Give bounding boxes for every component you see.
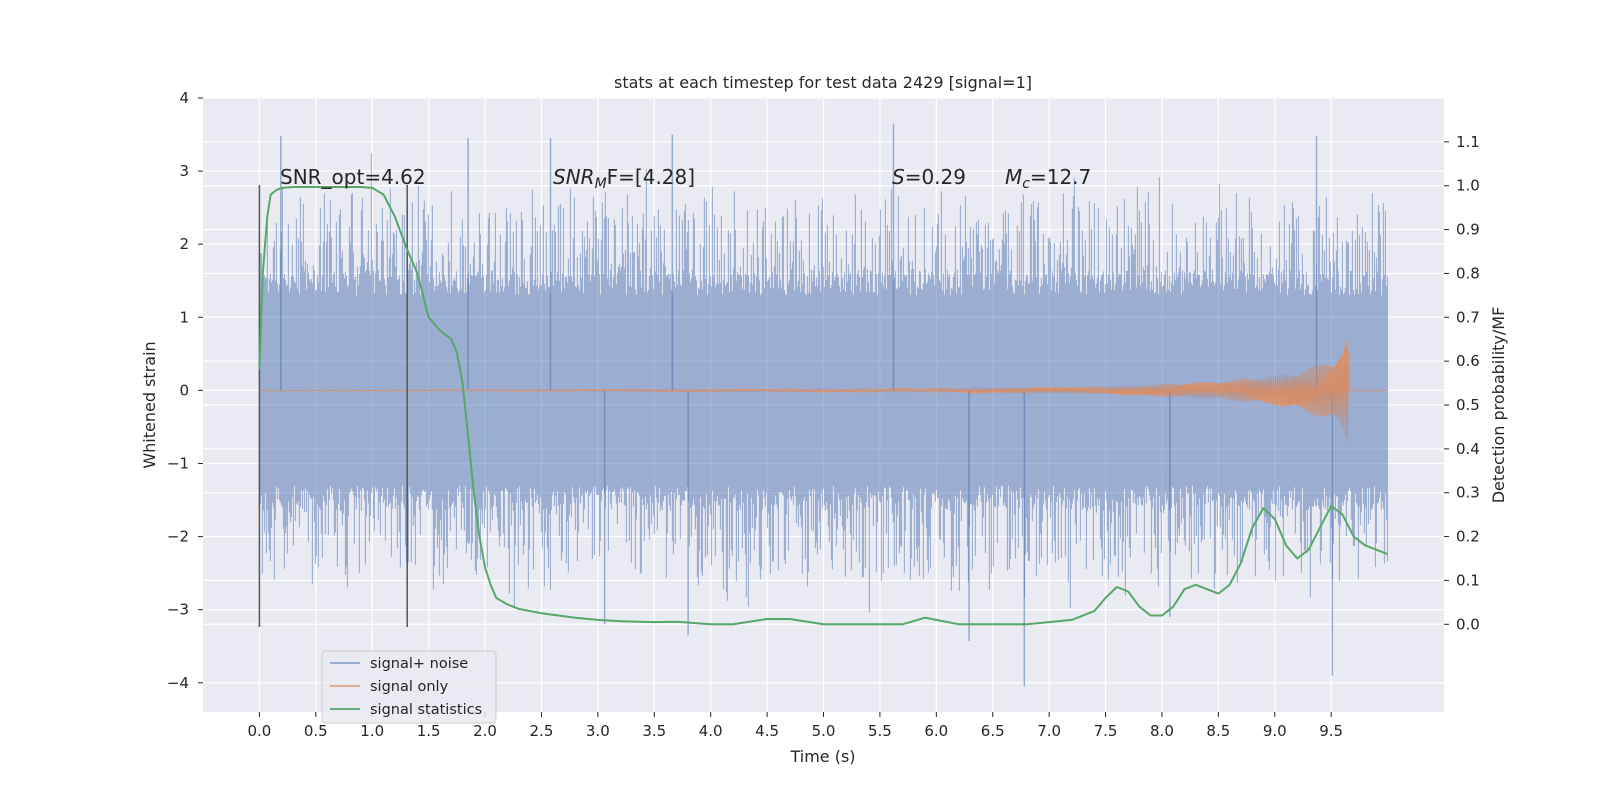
y2-axis-title: Detection probability/MF xyxy=(1489,307,1508,504)
x-tick-label: 0.5 xyxy=(304,722,328,740)
annotation-snr-mf: SNRMF=[4.28] xyxy=(553,165,695,192)
x-axis-ticks: 0.0 0.5 1.0 1.5 2.0 2.5 3.0 3.5 4.0 4.5 5.0 5.5 6.0 6… xyxy=(247,712,1343,740)
x-tick-label: 5.0 xyxy=(812,722,836,740)
annotation-mc-value: =12.7 xyxy=(1030,165,1091,189)
x-tick-label: 7.5 xyxy=(1094,722,1118,740)
series-signal-statistics xyxy=(258,186,1388,626)
x-tick-label: 1.5 xyxy=(417,722,441,740)
y-axis-ticks: 4 3 2 1 0 −1 −2 −3 −4 xyxy=(167,89,203,692)
y2-axis-ticks: 1.1 1.0 0.9 0.8 0.7 0.6 0.5 0.4 0.3 0.2 0.1 0.0 xyxy=(1444,133,1480,633)
vertical-markers xyxy=(258,185,408,627)
y2-tick-label: 0.8 xyxy=(1456,264,1480,282)
y-tick-label: 0 xyxy=(179,381,189,399)
y2-tick-label: 0.9 xyxy=(1456,221,1480,239)
y2-tick-label: 0.0 xyxy=(1456,615,1480,633)
x-tick-label: 4.0 xyxy=(699,722,723,740)
annotation-snr-mf-value: F=[4.28] xyxy=(607,165,695,189)
annotation-s-symbol: S xyxy=(892,165,905,189)
y-tick-label: −4 xyxy=(167,674,189,692)
stats-line xyxy=(258,186,1388,626)
x-tick-label: 3.5 xyxy=(642,722,666,740)
series-signal-only xyxy=(259,341,1388,443)
legend-label-stats: signal statistics xyxy=(370,702,482,718)
legend: signal+ noise signal only signal statist… xyxy=(321,650,497,724)
y-tick-label: −2 xyxy=(167,528,189,546)
y2-tick-label: 1.0 xyxy=(1456,177,1480,195)
y-axis-title: Whitened strain xyxy=(140,341,159,468)
y-tick-label: −3 xyxy=(167,601,189,619)
legend-label-signal: signal only xyxy=(370,679,449,695)
y-tick-label: 3 xyxy=(179,162,189,180)
y2-tick-label: 0.6 xyxy=(1456,352,1480,370)
legend-label-noise: signal+ noise xyxy=(370,656,468,672)
y2-tick-label: 0.4 xyxy=(1456,440,1480,458)
x-tick-label: 9.0 xyxy=(1263,722,1287,740)
x-tick-label: 8.5 xyxy=(1206,722,1230,740)
x-tick-label: 9.5 xyxy=(1319,722,1343,740)
x-tick-label: 3.0 xyxy=(586,722,610,740)
y2-tick-label: 0.2 xyxy=(1456,528,1480,546)
annotation-s: S=0.29 xyxy=(892,165,966,189)
annotation-s-value: =0.29 xyxy=(905,165,966,189)
y2-tick-label: 0.7 xyxy=(1456,308,1480,326)
chart-title: stats at each timestep for test data 242… xyxy=(614,73,1032,92)
y-tick-label: −1 xyxy=(167,454,189,472)
y-tick-label: 2 xyxy=(179,235,189,253)
annotation-mc-subscript: c xyxy=(1022,176,1030,192)
signal-trace xyxy=(259,341,1388,443)
x-tick-label: 1.0 xyxy=(360,722,384,740)
y-tick-label: 1 xyxy=(179,308,189,326)
legend-box xyxy=(321,650,497,724)
x-tick-label: 2.5 xyxy=(530,722,554,740)
x-tick-label: 7.0 xyxy=(1037,722,1061,740)
y2-tick-label: 0.3 xyxy=(1456,484,1480,502)
y-tick-label: 4 xyxy=(179,89,189,107)
x-tick-label: 2.0 xyxy=(473,722,497,740)
x-tick-label: 5.5 xyxy=(868,722,892,740)
x-tick-label: 4.5 xyxy=(755,722,779,740)
x-tick-label: 8.0 xyxy=(1150,722,1174,740)
annotation-snr-opt: SNR_opt=4.62 xyxy=(280,165,426,189)
y2-tick-label: 1.1 xyxy=(1456,133,1480,151)
x-tick-label: 6.0 xyxy=(924,722,948,740)
annotation-snr-mf-subscript: M xyxy=(595,176,607,192)
annotation-snr-mf-symbol: SNR xyxy=(553,165,595,189)
x-tick-label: 0.0 xyxy=(247,722,271,740)
annotation-mc: Mc=12.7 xyxy=(1005,165,1091,192)
y2-tick-label: 0.1 xyxy=(1456,571,1480,589)
annotation-mc-symbol: M xyxy=(1005,165,1022,189)
y2-tick-label: 0.5 xyxy=(1456,396,1480,414)
x-axis-title: Time (s) xyxy=(789,747,855,766)
x-tick-label: 6.5 xyxy=(981,722,1005,740)
